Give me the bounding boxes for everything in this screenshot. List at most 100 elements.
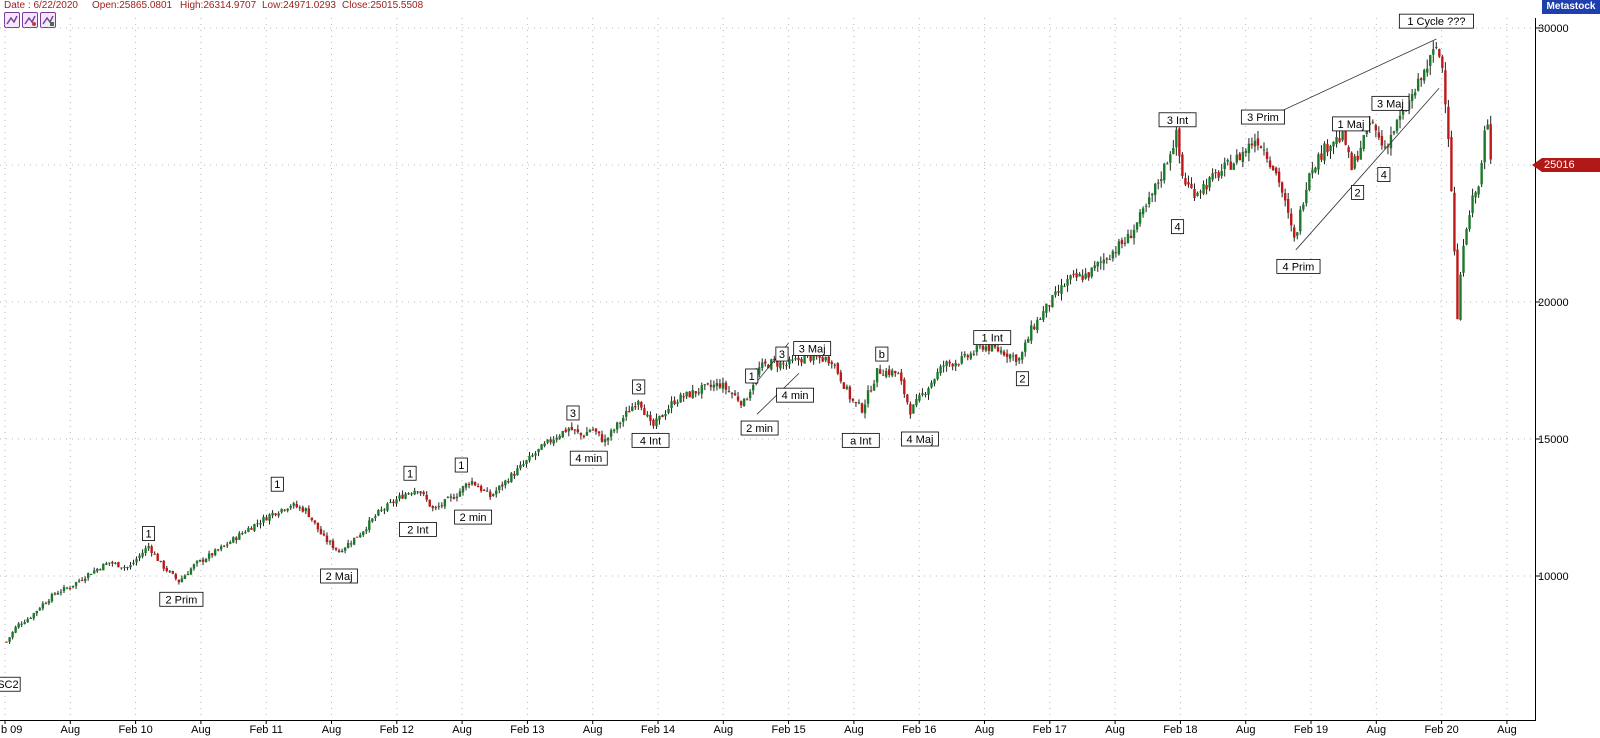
candle-body (1238, 153, 1242, 161)
candle-body (1093, 265, 1096, 269)
wave-label-text: 2 Maj (326, 571, 353, 583)
candle-body (1374, 125, 1378, 131)
candle-body (301, 507, 304, 512)
candle-body (996, 347, 1000, 352)
candle-body (1293, 227, 1296, 238)
candle-body (866, 390, 870, 404)
candle-body (135, 559, 138, 563)
candle-body (679, 394, 682, 403)
candle-body (1202, 184, 1205, 194)
candle-body (219, 546, 223, 550)
candle-body (1211, 173, 1214, 180)
chart-tool-icon-3[interactable] (40, 12, 56, 28)
candle-body (479, 486, 483, 491)
wave-label-box (1371, 95, 1410, 111)
candle-body (951, 363, 954, 367)
candle-body (791, 359, 794, 361)
candle-body (1045, 303, 1048, 313)
candle-body (8, 637, 11, 642)
wave-label-box (569, 450, 608, 466)
candle-body (643, 408, 646, 415)
candle-body (900, 372, 903, 381)
candle-body (1317, 154, 1320, 170)
wave-label-text: 4 min (782, 390, 809, 402)
candle-body (395, 499, 398, 504)
candle-body (1123, 242, 1127, 244)
candle-body (1419, 78, 1423, 80)
wave-label-text: b (879, 349, 885, 361)
candle-body (1069, 275, 1072, 280)
candle-body (1356, 155, 1359, 161)
wave-label: SC2 (0, 676, 21, 692)
wave-label-text: 2 min (460, 512, 487, 524)
wave-label-box (454, 509, 493, 525)
candle-body (984, 346, 988, 351)
candle-body (207, 553, 211, 559)
candle-body (102, 563, 105, 571)
candle-body (419, 491, 422, 494)
candle-body (637, 401, 640, 406)
candle-body (162, 560, 165, 569)
candle-body (319, 528, 323, 535)
candle-body (803, 354, 806, 364)
candle-body (171, 570, 175, 574)
wave-label: 3 Int (1158, 112, 1197, 128)
candle-body (1217, 172, 1220, 178)
candle-body (848, 386, 852, 400)
candle-body (165, 567, 168, 572)
x-tick-label: Aug (844, 724, 864, 736)
candle-body (1413, 92, 1417, 96)
candle-body (123, 566, 126, 568)
candle-body (1075, 273, 1078, 278)
candle-body (201, 559, 205, 562)
candle-body (591, 429, 595, 431)
x-tick-label: Feb 18 (1163, 724, 1197, 736)
candle-body (785, 364, 788, 366)
candle-body (1193, 188, 1196, 198)
candle-body (739, 401, 743, 406)
wave-label-text: 3 (636, 382, 642, 394)
candle-body (1474, 192, 1477, 198)
candle-body (742, 398, 746, 406)
candle-body (673, 400, 676, 405)
wave-label: 1 (745, 368, 759, 384)
candle-body (443, 499, 447, 507)
candle-body (1329, 145, 1332, 152)
wave-annotations: SC2 1 2 Prim 1 2 Maj 1 2 Int 1 2 min 3 4 min 3 4 Int… (0, 13, 1474, 692)
y-tick-label: 10000 (1538, 571, 1569, 583)
candle-body (794, 358, 797, 360)
candle-body (177, 579, 181, 583)
candle-body (667, 408, 670, 413)
candle-body (99, 569, 102, 571)
candle-body (1172, 148, 1175, 155)
candle-body (540, 444, 543, 450)
wave-label-text: 4 (1174, 222, 1180, 234)
candle-body (422, 492, 425, 495)
wave-label-text: 2 min (746, 423, 773, 435)
candle-body (262, 516, 265, 523)
candle-body (618, 422, 622, 424)
candle-body (195, 561, 199, 564)
wave-label: a Int (841, 432, 880, 448)
candle-body (718, 383, 722, 388)
candle-body (933, 379, 936, 384)
candle-body (1153, 183, 1157, 195)
candle-body (863, 404, 867, 414)
candle-body (691, 390, 694, 399)
wave-label-box (320, 568, 358, 584)
x-tick-label: Aug (322, 724, 342, 736)
candle-body (1042, 311, 1045, 320)
wave-label: 3 (566, 405, 580, 421)
candle-body (676, 402, 679, 404)
candle-body (1459, 274, 1462, 320)
candle-body (153, 553, 156, 555)
candle-body (764, 361, 767, 364)
y-tick-label: 20000 (1538, 297, 1569, 309)
candle-body (1060, 285, 1063, 294)
candle-body (1305, 189, 1308, 204)
candle-body (558, 435, 561, 439)
wave-label-box (399, 522, 437, 537)
x-tick-label: Aug (1497, 724, 1517, 736)
candle-body (1002, 351, 1006, 356)
